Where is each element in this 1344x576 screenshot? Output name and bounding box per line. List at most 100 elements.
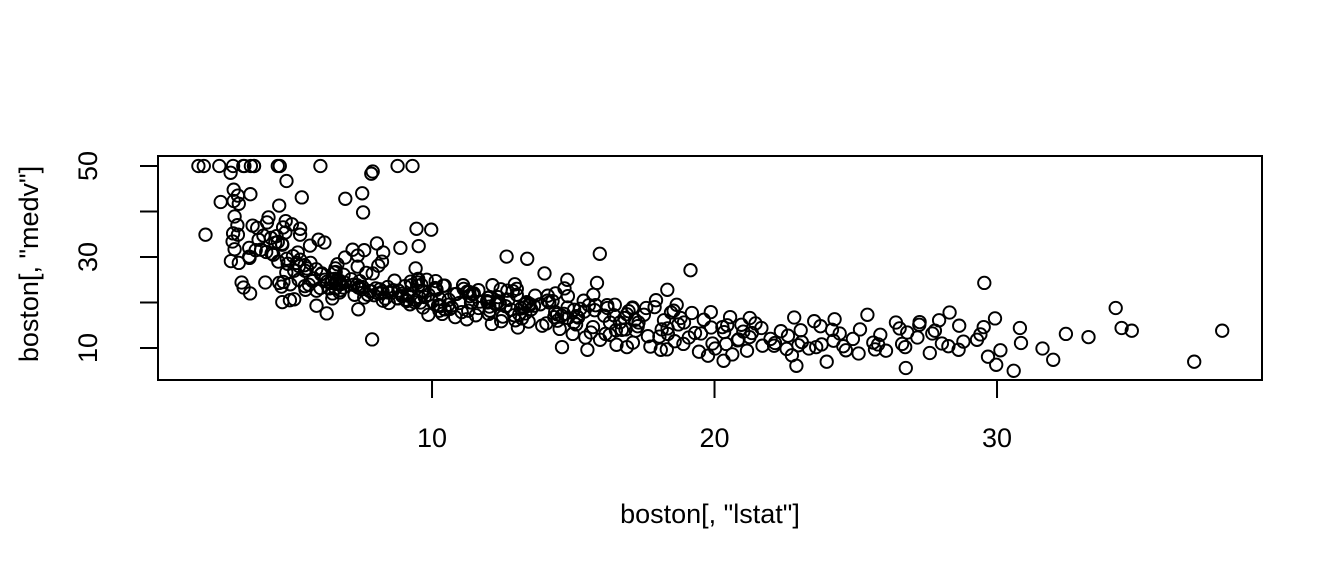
scatter-point <box>1187 354 1202 369</box>
scatter-point <box>485 278 500 293</box>
scatter-point <box>231 255 246 271</box>
scatter-point <box>436 278 451 293</box>
scatter-point <box>1081 329 1096 345</box>
scatter-point <box>687 325 703 341</box>
scatter-point <box>349 278 365 293</box>
x-axis-tick-labels: 10 20 30 <box>417 423 1012 453</box>
scatter-point <box>285 248 301 264</box>
scatter-point <box>703 320 719 335</box>
scatter-point <box>494 314 509 329</box>
y-axis-label: boston[, "medv"] <box>14 166 44 362</box>
scatter-point <box>292 227 308 242</box>
x-tick-label: 10 <box>417 423 447 453</box>
scatter-point <box>942 305 957 320</box>
scatter-point <box>365 164 380 179</box>
scatter-point <box>1124 323 1139 338</box>
scatter-point <box>540 293 555 308</box>
scatter-point <box>560 272 575 287</box>
scatter-point <box>793 323 808 338</box>
scatter-point <box>807 314 822 329</box>
scatter-point <box>707 341 723 356</box>
scatter-point <box>910 330 925 345</box>
scatter-point <box>275 220 291 235</box>
scatter-point <box>292 221 308 236</box>
scatter-point <box>309 262 324 277</box>
scatter-point <box>537 266 552 281</box>
scatter-point <box>654 322 669 337</box>
scatter-point <box>977 275 992 291</box>
scatter-point <box>696 312 711 327</box>
scatter-point <box>683 263 698 278</box>
scatter-point <box>609 337 624 352</box>
scatter-point <box>659 342 674 357</box>
scatter-point <box>809 339 824 355</box>
scatter-point <box>393 240 408 256</box>
scatter-point <box>275 237 290 252</box>
scatter-point <box>989 357 1004 372</box>
scatter-point <box>827 312 842 327</box>
scatter-point <box>592 246 607 261</box>
scatter-point <box>763 331 778 347</box>
scatter-point <box>787 310 802 325</box>
scatter-point <box>398 292 414 307</box>
scatter-point <box>660 282 675 297</box>
scatter-point <box>390 158 405 174</box>
scatter-point <box>852 322 868 337</box>
scatter-point <box>993 343 1008 358</box>
scatter-point <box>557 281 572 296</box>
scatter-point <box>676 315 692 330</box>
scatter-point <box>231 196 246 211</box>
scatter-point <box>703 304 718 320</box>
scatter-point <box>245 218 260 233</box>
scatter-point <box>415 284 430 299</box>
scatter-point <box>338 191 353 206</box>
scatter-point <box>773 324 789 339</box>
scatter-point <box>387 273 402 288</box>
scatter-point <box>405 158 420 174</box>
scatter-point <box>500 283 515 298</box>
scatter-point <box>435 306 450 322</box>
scatter-point <box>898 360 913 376</box>
scatter-point <box>716 353 731 368</box>
scatter-point <box>501 292 516 307</box>
scatter-point <box>319 306 334 321</box>
scatter-point <box>366 288 382 303</box>
scatter-point <box>951 342 966 357</box>
scatter-point <box>585 319 601 335</box>
scatter-point <box>294 190 309 205</box>
scatter-point <box>198 227 213 242</box>
scatter-point <box>663 305 679 320</box>
scatter-point <box>278 213 293 229</box>
scatter-point <box>648 293 664 308</box>
scatter-point <box>722 309 738 325</box>
scatter-point <box>227 242 242 257</box>
scatter-point <box>892 321 907 336</box>
scatter-point <box>459 312 474 327</box>
scatter-point <box>1108 300 1123 316</box>
scatter-point <box>1006 363 1021 378</box>
scatter-point <box>592 332 608 347</box>
scatter-point <box>272 198 287 213</box>
scatter-point <box>547 309 562 325</box>
scatter-point <box>385 283 400 298</box>
scatter-point <box>409 221 424 236</box>
scatter-point <box>408 261 423 276</box>
scatter-point <box>570 310 586 325</box>
scatter-point <box>755 338 770 353</box>
scatter-point <box>580 342 595 357</box>
scatter-point <box>466 286 481 301</box>
scatter-point <box>789 358 804 373</box>
scatter-point <box>271 254 286 269</box>
scatter-point <box>639 300 654 316</box>
scatter-point <box>607 297 622 312</box>
scatter-point <box>243 187 258 202</box>
scatter-point <box>652 329 667 344</box>
x-tick-label: 20 <box>699 423 729 453</box>
scatter-point <box>1012 320 1028 336</box>
scatter-point <box>508 313 523 328</box>
scatter-point <box>766 338 782 353</box>
scatter-point <box>279 265 294 280</box>
scatter-point <box>429 282 444 297</box>
scatter-point <box>263 230 279 246</box>
scatter-point <box>666 303 681 318</box>
